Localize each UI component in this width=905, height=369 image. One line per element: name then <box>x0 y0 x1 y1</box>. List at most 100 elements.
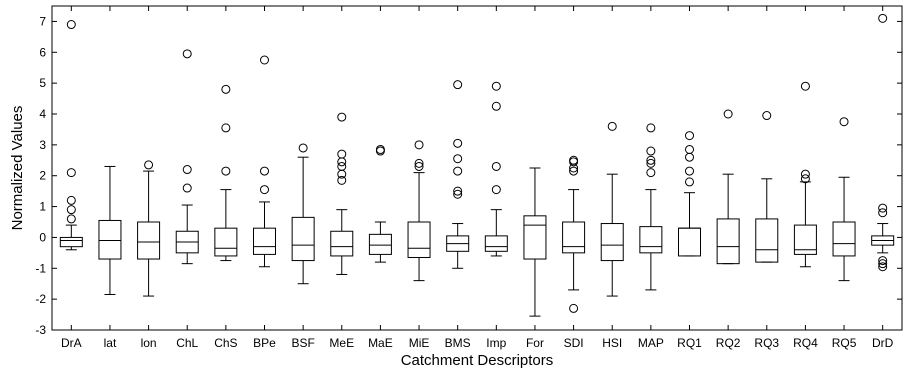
x-tick-label: lon <box>141 336 157 350</box>
outlier-point <box>839 117 849 127</box>
outlier-point <box>685 144 694 154</box>
box-lon <box>137 160 161 297</box>
x-tick-label: RQ1 <box>677 336 702 350</box>
box-imp <box>484 81 508 257</box>
y-tick-label: 5 <box>39 76 46 90</box>
y-axis-title: Normalized Values <box>9 106 26 231</box>
outlier-point <box>646 155 656 165</box>
outlier-point <box>491 101 501 111</box>
outlier-point <box>800 174 810 184</box>
box-iqr <box>755 218 779 263</box>
box-iqr <box>716 218 740 265</box>
box-iqr <box>214 227 238 257</box>
box-iqr <box>639 226 663 254</box>
y-tick-label: 0 <box>39 230 46 244</box>
x-axis-ticks: DrA lat lon ChL ChS BPe BSF MeE MaE MiE BMS Imp For S… <box>61 6 894 350</box>
x-tick-label: Imp <box>486 336 506 350</box>
x-tick-label: RQ4 <box>793 336 818 350</box>
x-tick-label: SDI <box>564 336 584 350</box>
box-bsf <box>291 143 315 285</box>
outlier-point <box>337 175 347 185</box>
x-tick-label: MeE <box>329 336 354 350</box>
x-axis-title: Catchment Descriptors <box>401 352 554 369</box>
box-iqr <box>407 221 431 258</box>
x-tick-label: HSI <box>602 336 622 350</box>
box-rq4 <box>793 81 817 268</box>
x-tick-label: MaE <box>368 336 393 350</box>
outlier-point <box>646 123 656 133</box>
y-axis-ticks: -3 -2 -1 0 1 2 3 4 5 6 7 <box>35 14 902 337</box>
x-tick-label: RQ3 <box>754 336 779 350</box>
outlier-point <box>414 158 424 168</box>
box-lat <box>98 165 122 296</box>
outlier-point <box>453 166 463 176</box>
outlier-point <box>260 55 269 65</box>
outlier-point <box>646 146 656 156</box>
outlier-point <box>66 214 76 224</box>
outlier-point <box>607 121 617 131</box>
box-iqr <box>98 219 122 260</box>
outlier-point <box>337 112 347 122</box>
x-tick-label: MiE <box>409 336 430 350</box>
outlier-point <box>453 154 463 164</box>
outlier-point <box>337 149 347 159</box>
outlier-point <box>260 166 269 176</box>
outlier-point <box>260 185 269 195</box>
outlier-point <box>491 81 501 91</box>
outlier-point <box>453 186 463 196</box>
x-tick-label: BSF <box>291 336 314 350</box>
y-tick-label: 1 <box>39 200 46 214</box>
box-iqr <box>793 224 817 255</box>
outlier-point <box>685 131 694 141</box>
box-bpe <box>253 55 276 268</box>
outlier-point <box>182 49 192 59</box>
outlier-point <box>491 161 501 171</box>
outlier-point <box>646 158 656 168</box>
outlier-point <box>221 166 231 176</box>
outlier-point <box>569 303 579 313</box>
y-tick-label: -3 <box>35 323 46 337</box>
box-hsi <box>600 121 624 297</box>
x-tick-label: RQ5 <box>832 336 857 350</box>
outlier-point <box>569 166 579 176</box>
outlier-point <box>453 80 463 90</box>
box-rq1 <box>678 131 701 257</box>
outlier-point <box>298 143 308 153</box>
x-tick-label: DrD <box>872 336 894 350</box>
box-mae <box>368 144 392 263</box>
box-iqr <box>600 223 624 262</box>
box-rq2 <box>716 109 740 265</box>
outlier-point <box>66 20 76 30</box>
outlier-point <box>685 166 694 176</box>
box-map <box>639 123 663 291</box>
outlier-point <box>569 155 579 165</box>
y-tick-label: 3 <box>39 138 46 152</box>
outlier-point <box>878 256 888 266</box>
outlier-point <box>800 169 810 179</box>
outlier-point <box>221 123 231 133</box>
outlier-point <box>723 109 733 119</box>
box-sdi <box>562 155 586 313</box>
outlier-point <box>762 111 772 121</box>
outlier-point <box>337 161 347 171</box>
x-tick-label: MAP <box>638 336 664 350</box>
box-drd <box>871 13 895 272</box>
boxes <box>59 13 895 317</box>
outlier-point <box>453 138 463 148</box>
outlier-point <box>878 259 888 269</box>
x-tick-label: RQ2 <box>716 336 741 350</box>
y-tick-label: -2 <box>35 292 46 306</box>
outlier-point <box>646 168 656 178</box>
box-bms <box>446 80 470 269</box>
outlier-point <box>800 81 810 91</box>
outlier-point <box>221 84 231 94</box>
outlier-point <box>685 177 694 187</box>
box-mee <box>330 112 354 275</box>
box-for <box>523 167 547 317</box>
x-tick-label: BMS <box>445 336 471 350</box>
y-tick-label: 7 <box>39 14 46 28</box>
box-iqr <box>330 230 354 257</box>
box-iqr <box>253 227 276 255</box>
